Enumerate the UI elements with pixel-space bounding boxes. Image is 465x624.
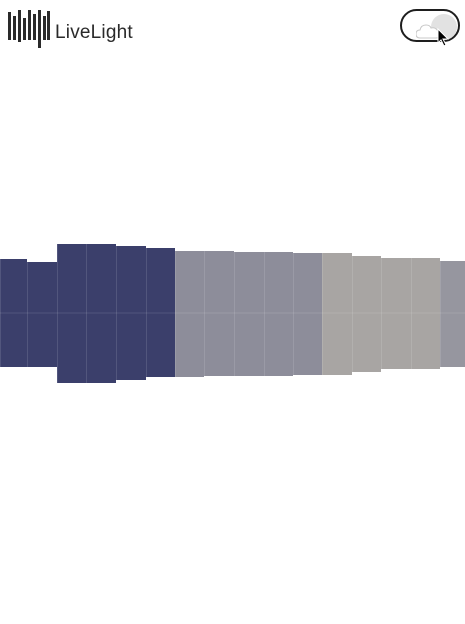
strip-segment: [175, 251, 204, 377]
strip-segment: [0, 259, 27, 367]
strip-segment: [411, 258, 440, 369]
strip-segment: [86, 244, 116, 383]
theme-toggle[interactable]: [400, 9, 460, 42]
strip-segment: [234, 252, 264, 376]
logo: LiveLight: [8, 8, 133, 48]
strip-segment: [146, 248, 175, 377]
strip-segment: [57, 244, 86, 383]
mouse-cursor: [437, 28, 450, 47]
brand-name: LiveLight: [55, 22, 133, 43]
strip-segment: [264, 252, 293, 376]
strip-segment: [381, 258, 411, 369]
strip-segment: [322, 253, 352, 375]
equalizer-bars-icon: [8, 10, 50, 48]
strip-segment: [116, 246, 146, 380]
strip-segment: [27, 262, 57, 367]
strip-segment: [293, 253, 322, 375]
strip-segment: [440, 261, 465, 367]
strip-segment: [352, 256, 381, 372]
strip-segment: [204, 251, 234, 376]
